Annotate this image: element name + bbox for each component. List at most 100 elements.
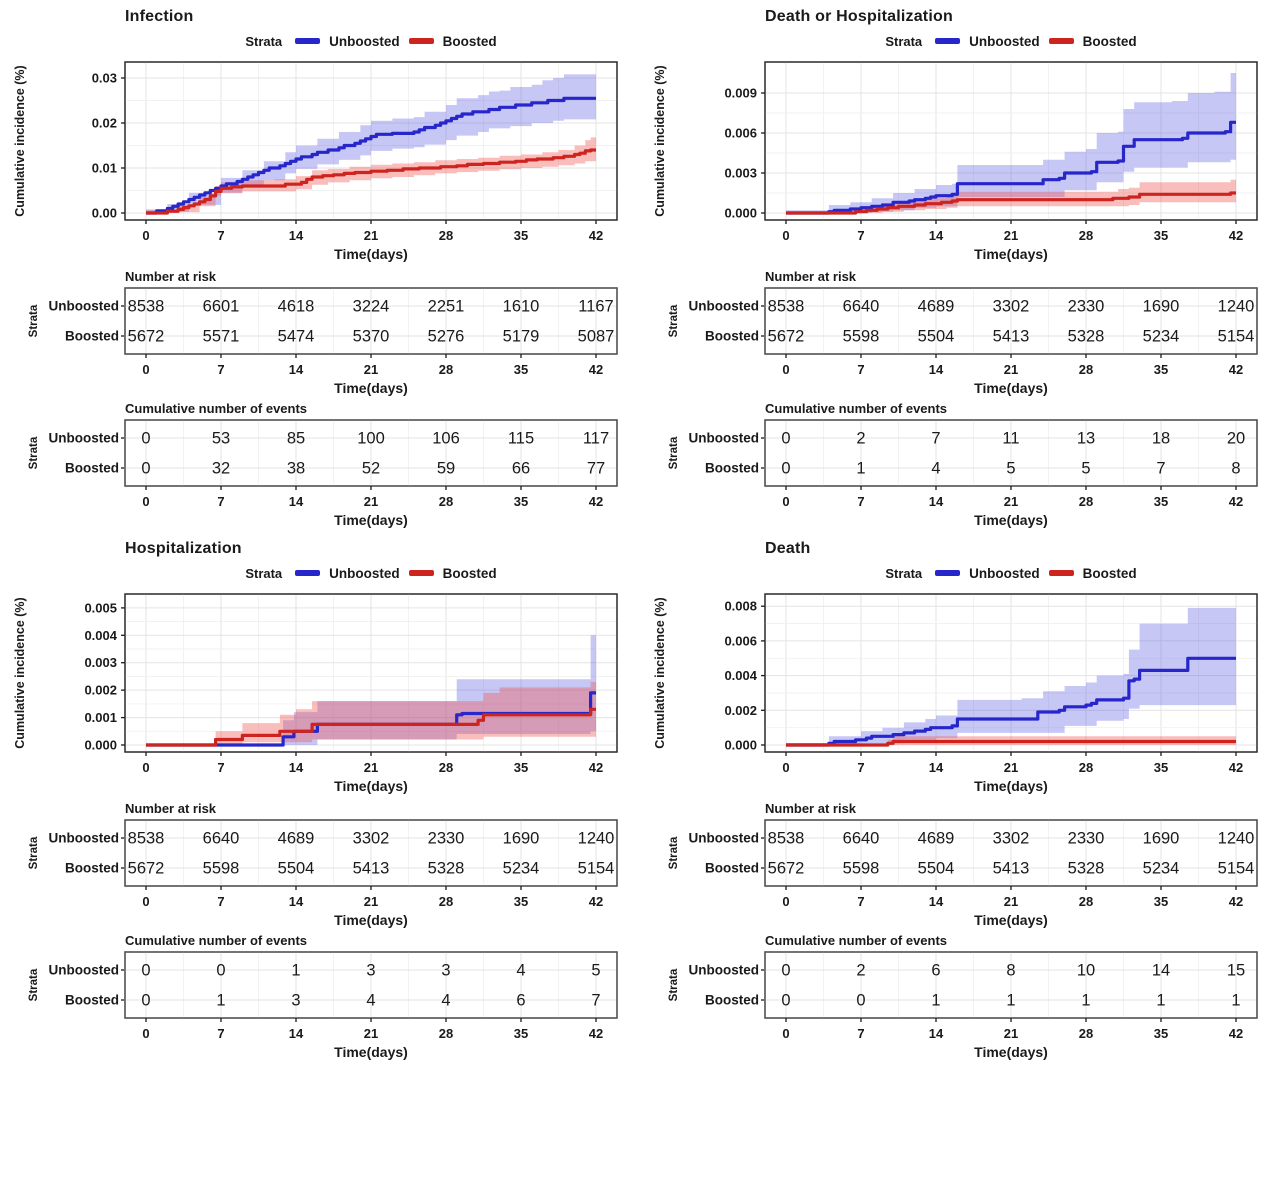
svg-text:0.006: 0.006: [724, 126, 757, 141]
svg-text:21: 21: [364, 1026, 378, 1041]
table-cell: 8: [1006, 962, 1015, 980]
chart-svg: Cumulative incidence (%) 0.0000.0010.0020…: [13, 593, 618, 794]
gridlines: [765, 594, 1257, 752]
svg-text:28: 28: [1079, 494, 1093, 509]
svg-text:0.003: 0.003: [724, 166, 757, 181]
svg-text:35: 35: [1154, 760, 1168, 775]
svg-text:0.00: 0.00: [92, 206, 117, 221]
table-svg: Cumulative number of events Strata Unboost…: [668, 933, 1258, 1060]
svg-text:28: 28: [439, 228, 453, 243]
table-x-axis: 0 7 14 21 28 35 42 Time(days): [142, 486, 603, 528]
svg-text:14: 14: [289, 1026, 304, 1041]
table-cell: 6640: [843, 830, 880, 848]
svg-text:7: 7: [857, 1026, 864, 1041]
row-label-unboosted: Unboosted: [689, 431, 760, 446]
x-axis: 0 7 14 21 28 35 42 Time(days): [782, 220, 1243, 262]
row-label-boosted: Boosted: [705, 861, 759, 876]
svg-text:42: 42: [1229, 494, 1243, 509]
svg-text:7: 7: [217, 894, 224, 909]
chart-svg: Cumulative incidence (%) 0.0000.0020.0040…: [653, 593, 1258, 794]
table-cell: 0: [141, 430, 150, 448]
legend-strata-label: Strata: [885, 565, 923, 581]
confidence-band-boosted: [146, 681, 596, 745]
svg-text:0: 0: [782, 494, 789, 509]
legend-label-boosted: Boosted: [1082, 565, 1137, 581]
svg-text:14: 14: [289, 760, 304, 775]
strata-axis-label: Strata: [668, 436, 680, 469]
svg-text:0.02: 0.02: [92, 116, 117, 131]
table-cell: 2330: [1068, 298, 1105, 316]
table-x-axis: 0 7 14 21 28 35 42 Time(days): [142, 886, 603, 928]
table-gridlines: [765, 820, 1257, 886]
table-cell: 7: [591, 992, 600, 1010]
table-cell: 5234: [1143, 328, 1180, 346]
gridlines: [125, 62, 617, 220]
table-svg: Number at risk Strata Unboosted 8538 6640 468…: [668, 801, 1258, 928]
svg-text:35: 35: [514, 760, 528, 775]
legend: Strata Unboosted Boosted: [765, 560, 1257, 586]
svg-text:0.000: 0.000: [724, 206, 757, 221]
number-at-risk-table: Number at risk Strata Unboosted 8538 6640 468…: [650, 800, 1270, 932]
strata-axis-label: Strata: [28, 836, 40, 869]
svg-text:0: 0: [142, 362, 149, 377]
svg-text:21: 21: [1004, 760, 1018, 775]
svg-text:0.008: 0.008: [724, 599, 757, 614]
table-cell: 1240: [578, 830, 615, 848]
table-cell: 3: [441, 962, 450, 980]
chart-title: Death: [765, 540, 811, 557]
svg-text:28: 28: [1079, 362, 1093, 377]
table-cell: 6601: [203, 298, 240, 316]
strata-axis-label: Strata: [668, 836, 680, 869]
svg-text:0: 0: [142, 494, 149, 509]
svg-text:0.002: 0.002: [84, 683, 117, 698]
table-svg: Number at risk Strata Unboosted 8538 6601 461…: [28, 269, 618, 396]
table-cell: 5370: [353, 328, 390, 346]
legend: Strata Unboosted Boosted: [125, 28, 617, 54]
table-cell: 0: [141, 460, 150, 478]
x-axis-title: Time(days): [974, 246, 1048, 262]
svg-text:0: 0: [782, 228, 789, 243]
table-cell: 1: [1231, 992, 1240, 1010]
svg-text:0.006: 0.006: [724, 633, 757, 648]
table-cell: 3224: [353, 298, 390, 316]
svg-text:0.005: 0.005: [84, 600, 117, 615]
table-cell: 7: [931, 430, 940, 448]
legend-label-boosted: Boosted: [442, 565, 497, 581]
y-axis-title: Cumulative incidence (%): [13, 597, 27, 748]
svg-text:0: 0: [782, 894, 789, 909]
svg-text:42: 42: [1229, 894, 1243, 909]
svg-text:21: 21: [364, 362, 378, 377]
svg-text:14: 14: [289, 362, 304, 377]
y-axis-title: Cumulative incidence (%): [653, 597, 667, 748]
table-cell: 5328: [428, 860, 465, 878]
table-title: Cumulative number of events: [765, 933, 947, 948]
legend-key-boosted-icon: [408, 38, 434, 44]
table-cell: 1690: [1143, 298, 1180, 316]
curve-boosted: [146, 707, 596, 747]
svg-text:7: 7: [217, 760, 224, 775]
table-x-axis: 0 7 14 21 28 35 42 Time(days): [782, 354, 1243, 396]
svg-text:42: 42: [589, 760, 603, 775]
table-cell: 0: [141, 962, 150, 980]
table-cell: 5474: [278, 328, 315, 346]
row-label-boosted: Boosted: [705, 461, 759, 476]
svg-text:7: 7: [217, 362, 224, 377]
svg-text:28: 28: [439, 760, 453, 775]
row-label-boosted: Boosted: [65, 329, 119, 344]
curve-unboosted: [146, 96, 596, 215]
number-at-risk-table: Number at risk Strata Unboosted 8538 6601 461…: [10, 268, 630, 400]
table-cell: 0: [781, 430, 790, 448]
table-cell: 5571: [203, 328, 240, 346]
table-cell: 1: [1006, 992, 1015, 1010]
chart-title: Infection: [125, 8, 194, 25]
svg-text:42: 42: [1229, 760, 1243, 775]
table-x-axis: 0 7 14 21 28 35 42 Time(days): [782, 486, 1243, 528]
row-label-boosted: Boosted: [65, 461, 119, 476]
svg-text:0: 0: [142, 1026, 149, 1041]
svg-text:21: 21: [364, 894, 378, 909]
svg-text:28: 28: [439, 494, 453, 509]
svg-text:0: 0: [142, 760, 149, 775]
svg-text:35: 35: [514, 894, 528, 909]
table-cell: 4689: [918, 298, 955, 316]
table-cell: 32: [212, 460, 230, 478]
